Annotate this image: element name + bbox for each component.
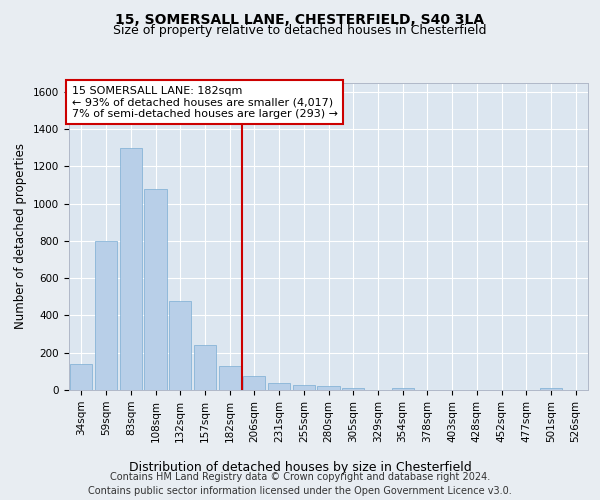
Bar [119,148,142,390]
Text: Distribution of detached houses by size in Chesterfield: Distribution of detached houses by size … [128,461,472,474]
Bar [293,386,315,390]
Bar [317,386,340,390]
Bar [194,346,216,390]
Bar [243,376,265,390]
Text: Contains HM Land Registry data © Crown copyright and database right 2024.
Contai: Contains HM Land Registry data © Crown c… [88,472,512,496]
Bar [342,388,364,390]
Text: Size of property relative to detached houses in Chesterfield: Size of property relative to detached ho… [113,24,487,37]
Bar [218,366,241,390]
Text: 15 SOMERSALL LANE: 182sqm
← 93% of detached houses are smaller (4,017)
7% of sem: 15 SOMERSALL LANE: 182sqm ← 93% of detac… [71,86,338,119]
Bar [392,388,414,390]
Bar [95,241,117,390]
Bar [169,300,191,390]
Bar [145,188,167,390]
Text: 15, SOMERSALL LANE, CHESTERFIELD, S40 3LA: 15, SOMERSALL LANE, CHESTERFIELD, S40 3L… [115,12,485,26]
Bar [268,382,290,390]
Y-axis label: Number of detached properties: Number of detached properties [14,143,28,329]
Bar [540,388,562,390]
Bar [70,364,92,390]
